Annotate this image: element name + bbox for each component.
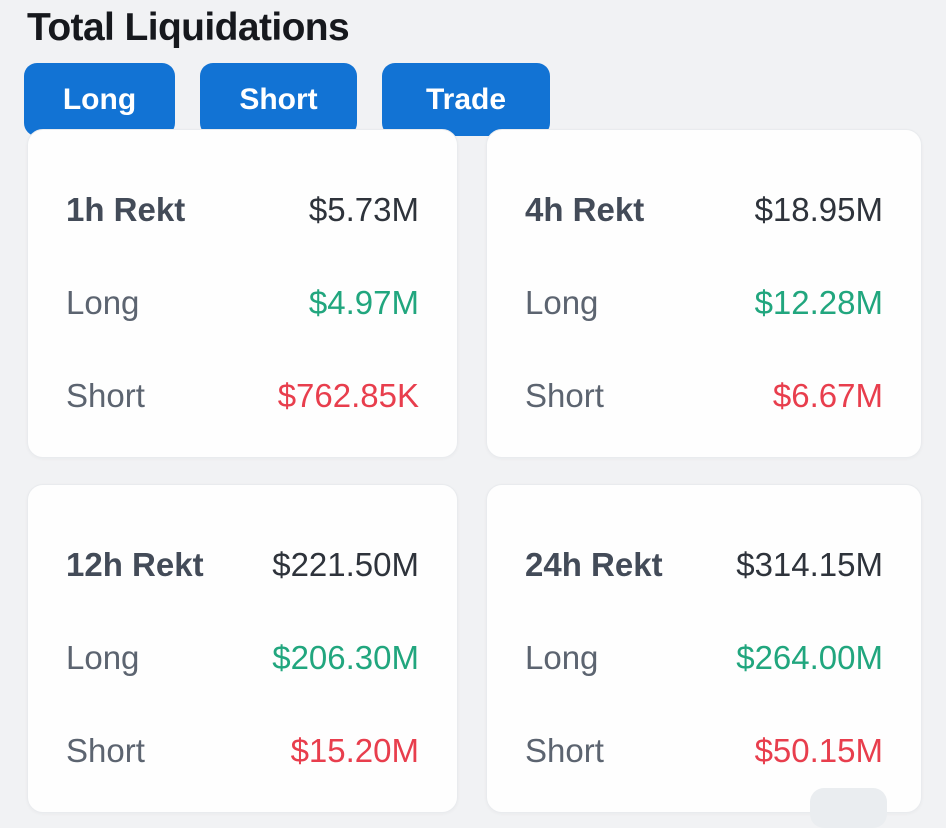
filter-button-trade[interactable]: Trade [382, 63, 550, 136]
short-value: $6.67M [772, 377, 883, 414]
period-label: 24h Rekt [525, 546, 663, 583]
long-label: Long [525, 284, 599, 321]
short-label: Short [525, 732, 604, 769]
liquidation-card-24h: 24h Rekt $314.15M Long $264.00M Short $5… [486, 484, 922, 813]
long-row: Long $206.30M [66, 640, 419, 675]
liquidation-card-4h: 4h Rekt $18.95M Long $12.28M Short $6.67… [486, 129, 922, 458]
long-value: $264.00M [736, 639, 883, 676]
total-rekt-value: $314.15M [736, 546, 883, 583]
rekt-total-row: 12h Rekt $221.50M [66, 547, 419, 582]
long-label: Long [525, 639, 599, 676]
long-label: Long [66, 284, 140, 321]
filter-button-short[interactable]: Short [200, 63, 357, 136]
page-title: Total Liquidations [27, 6, 350, 49]
long-value: $12.28M [754, 284, 883, 321]
short-row: Short $6.67M [525, 378, 883, 413]
short-value: $762.85K [277, 377, 419, 414]
short-row: Short $762.85K [66, 378, 419, 413]
long-label: Long [66, 639, 140, 676]
short-row: Short $15.20M [66, 733, 419, 768]
short-value: $50.15M [754, 732, 883, 769]
long-row: Long $12.28M [525, 285, 883, 320]
filter-buttons: Long Short Trade [24, 63, 946, 136]
filter-button-long[interactable]: Long [24, 63, 175, 136]
short-label: Short [66, 377, 145, 414]
long-value: $4.97M [308, 284, 419, 321]
short-value: $15.20M [290, 732, 419, 769]
period-label: 1h Rekt [66, 191, 186, 228]
long-row: Long $4.97M [66, 285, 419, 320]
short-row: Short $50.15M [525, 733, 883, 768]
total-rekt-value: $221.50M [272, 546, 419, 583]
rekt-total-row: 24h Rekt $314.15M [525, 547, 883, 582]
floating-widget-partial[interactable] [810, 788, 887, 828]
liquidation-cards-grid: 1h Rekt $5.73M Long $4.97M Short $762.85… [27, 129, 946, 813]
long-row: Long $264.00M [525, 640, 883, 675]
total-rekt-value: $5.73M [308, 191, 419, 228]
liquidation-card-12h: 12h Rekt $221.50M Long $206.30M Short $1… [27, 484, 458, 813]
period-label: 4h Rekt [525, 191, 645, 228]
rekt-total-row: 1h Rekt $5.73M [66, 192, 419, 227]
short-label: Short [66, 732, 145, 769]
total-rekt-value: $18.95M [754, 191, 883, 228]
short-label: Short [525, 377, 604, 414]
rekt-total-row: 4h Rekt $18.95M [525, 192, 883, 227]
liquidation-card-1h: 1h Rekt $5.73M Long $4.97M Short $762.85… [27, 129, 458, 458]
long-value: $206.30M [272, 639, 419, 676]
period-label: 12h Rekt [66, 546, 204, 583]
